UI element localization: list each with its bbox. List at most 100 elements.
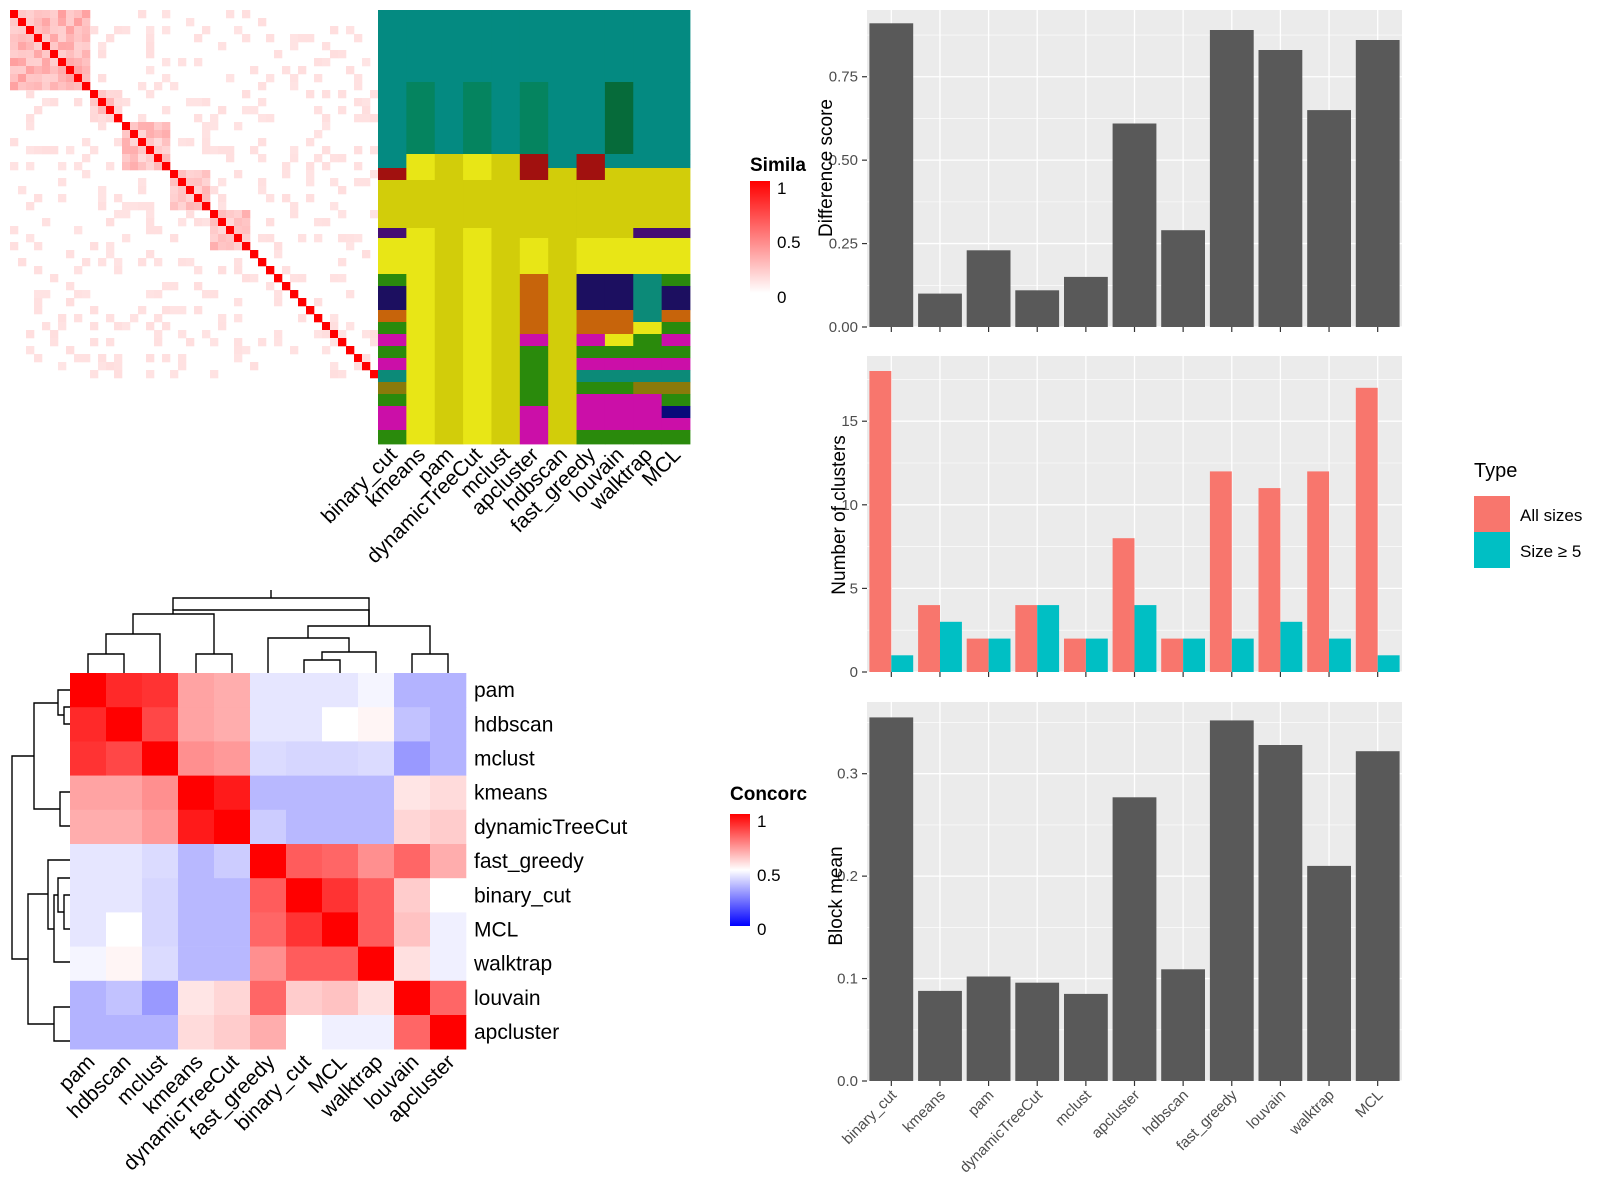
membership-cell	[519, 430, 549, 445]
similarity-cell	[114, 138, 123, 147]
membership-cell	[519, 238, 549, 275]
dendrogram-branch	[87, 653, 125, 673]
membership-cell	[661, 310, 691, 323]
similarity-cell	[18, 82, 27, 91]
similarity-cell	[50, 146, 59, 155]
similarity-cell	[330, 370, 339, 379]
similarity-cell	[138, 258, 147, 267]
membership-cell	[548, 322, 577, 335]
similarity-cell	[146, 226, 155, 235]
similarity-cell	[146, 370, 155, 379]
similarity-cell	[58, 162, 67, 171]
similarity-cell	[234, 298, 243, 307]
similarity-cell	[154, 130, 163, 139]
number-of-clusters-bar-all-sizes-mclust	[1064, 638, 1086, 672]
similarity-cell	[178, 354, 187, 363]
similarity-cell	[146, 34, 155, 43]
similarity-cell	[26, 26, 35, 35]
concordance-cell	[358, 844, 395, 879]
concordance-cell	[178, 844, 215, 879]
membership-cell	[633, 430, 663, 445]
membership-cell	[661, 228, 691, 239]
membership-cell	[661, 430, 691, 445]
concordance-cell	[142, 946, 179, 982]
similarity-cell	[58, 42, 67, 51]
similarity-cell	[194, 186, 203, 195]
similarity-cell	[242, 90, 251, 99]
similarity-cell	[306, 138, 315, 147]
concordance-cell	[394, 878, 431, 913]
membership-cell	[463, 358, 492, 371]
membership-cell	[378, 394, 407, 407]
similarity-cell	[34, 74, 43, 83]
concordance-cell	[142, 912, 179, 947]
membership-cell	[576, 334, 606, 347]
similarity-cell	[250, 66, 259, 75]
membership-cell	[491, 274, 521, 287]
similarity-cell	[362, 250, 371, 259]
similarity-cell	[18, 10, 27, 19]
concordance-row-label-fast_greedy: fast_greedy	[474, 850, 584, 873]
similarity-cell	[186, 194, 195, 203]
similarity-cell	[34, 34, 43, 43]
concordance-cell	[142, 741, 179, 776]
similarity-cell	[34, 242, 43, 251]
similarity-cell	[138, 10, 147, 19]
concordance-cell	[322, 673, 359, 708]
membership-cell	[434, 322, 464, 335]
similarity-cell	[258, 178, 267, 187]
concordance-cell	[70, 946, 107, 982]
membership-cell	[491, 430, 521, 445]
similarity-cell	[50, 34, 59, 43]
membership-cell	[378, 346, 407, 359]
bar-x-label-apcluster: apcluster	[1088, 1087, 1143, 1142]
membership-cell	[378, 154, 407, 169]
similarity-cell	[42, 74, 51, 83]
concordance-cell	[142, 775, 179, 811]
similarity-cell	[234, 122, 243, 131]
membership-cell	[519, 346, 549, 359]
dendrogram-branch	[411, 653, 449, 673]
similarity-cell	[82, 170, 91, 179]
similarity-heatmap	[10, 10, 379, 379]
similarity-cell	[34, 50, 43, 59]
concordance-cell	[178, 707, 215, 742]
similarity-cell	[146, 322, 155, 331]
similarity-cell	[74, 98, 83, 107]
concordance-cell	[106, 707, 143, 742]
concordance-cell	[178, 741, 215, 776]
concordance-cell	[214, 775, 251, 811]
similarity-cell	[34, 194, 43, 203]
similarity-cell	[74, 18, 83, 27]
similarity-cell	[26, 18, 35, 27]
similarity-cell	[34, 58, 43, 67]
concordance-cell	[106, 775, 143, 811]
similarity-cell	[122, 202, 131, 211]
similarity-cell	[98, 74, 107, 83]
similarity-cell	[218, 106, 227, 115]
similarity-cell	[354, 82, 363, 91]
bar-x-label-MCL: MCL	[1352, 1087, 1386, 1121]
membership-cell	[604, 238, 634, 275]
similarity-cell	[370, 170, 379, 179]
similarity-cell	[58, 194, 67, 203]
number-of-clusters-bar-all-sizes-walktrap	[1307, 471, 1330, 672]
membership-cell	[463, 346, 492, 359]
similarity-cell	[194, 98, 203, 107]
similarity-cell	[282, 170, 291, 179]
similarity-cell	[26, 34, 35, 43]
similarity-cell	[314, 330, 323, 339]
bar-x-label-louvain: louvain	[1244, 1087, 1290, 1133]
similarity-cell	[50, 330, 59, 339]
membership-cell	[406, 286, 436, 311]
similarity-cell	[274, 242, 283, 251]
concordance-cell	[394, 707, 431, 742]
membership-cell	[378, 274, 407, 287]
similarity-cell	[146, 146, 155, 155]
similarity-cell	[314, 218, 323, 227]
concordance-cell	[322, 707, 359, 742]
similarity-cell	[154, 162, 163, 171]
similarity-cell	[90, 98, 99, 107]
dendrogram-branch	[172, 609, 370, 626]
concordance-cell	[286, 809, 323, 845]
